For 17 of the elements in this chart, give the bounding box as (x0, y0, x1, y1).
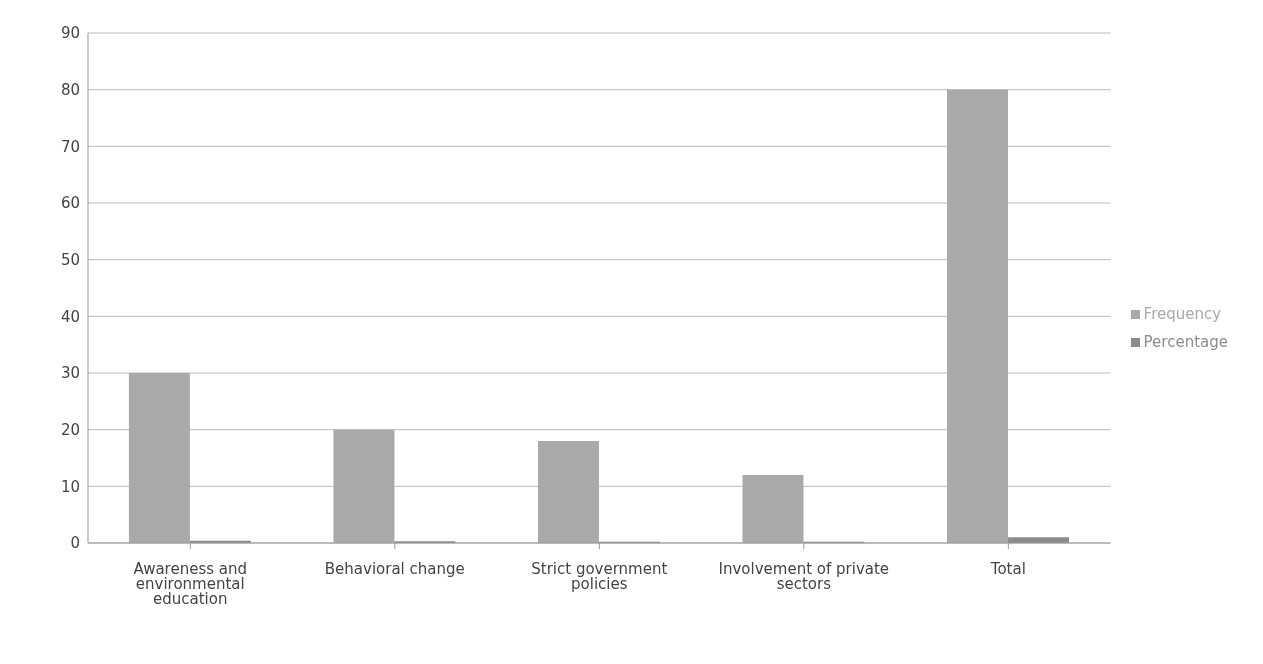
y-tick-label: 70 (60, 137, 80, 156)
y-tick-label: 0 (70, 534, 80, 553)
legend-label: Percentage (1143, 333, 1228, 351)
y-tick-label: 80 (60, 80, 80, 99)
y-tick-label: 10 (60, 477, 80, 496)
legend-label: Frequency (1143, 305, 1222, 323)
x-tick-label: Behavioral change (324, 559, 465, 578)
y-tick-label: 90 (60, 24, 80, 43)
y-tick-label: 50 (60, 250, 80, 269)
y-tick-label: 20 (60, 420, 80, 439)
y-tick-label: 60 (60, 194, 80, 213)
x-tick-label: Involvement of private sectors (718, 559, 890, 593)
y-tick-label: 40 (60, 307, 80, 326)
x-tick-label: Strict government policies (531, 559, 668, 593)
x-tick-label: Total (989, 559, 1026, 578)
x-tick-label: Awareness and environmental education (133, 559, 248, 608)
y-tick-label: 30 (60, 364, 80, 383)
